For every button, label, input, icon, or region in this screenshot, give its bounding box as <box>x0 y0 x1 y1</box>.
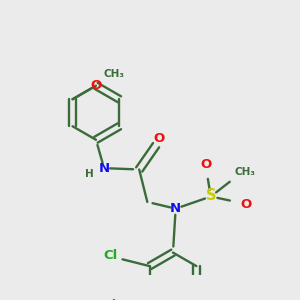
Text: CH₃: CH₃ <box>104 69 125 79</box>
Text: O: O <box>90 79 102 92</box>
Text: N: N <box>98 162 110 175</box>
Text: S: S <box>206 188 217 203</box>
Text: H: H <box>85 169 94 178</box>
Text: O: O <box>240 198 251 211</box>
Text: O: O <box>153 132 164 145</box>
Text: O: O <box>200 158 212 171</box>
Text: N: N <box>170 202 181 215</box>
Text: Cl: Cl <box>102 299 116 300</box>
Text: CH₃: CH₃ <box>235 167 256 177</box>
Text: Cl: Cl <box>103 249 118 262</box>
